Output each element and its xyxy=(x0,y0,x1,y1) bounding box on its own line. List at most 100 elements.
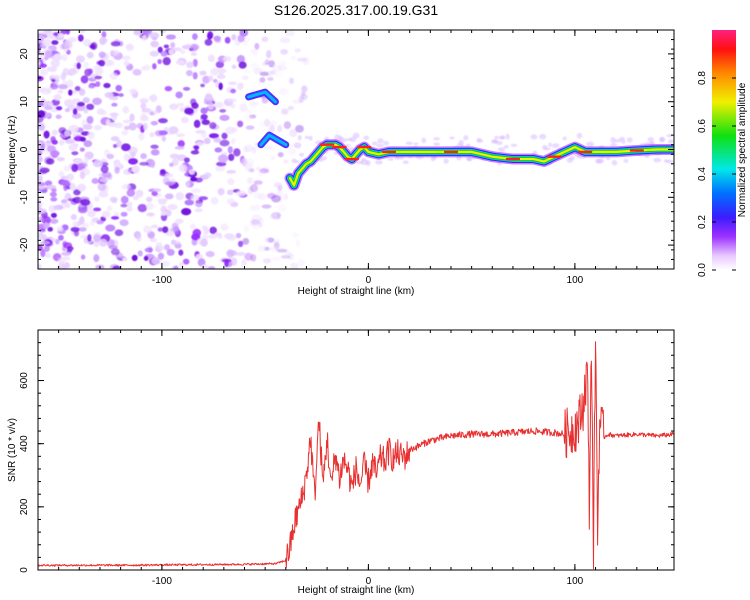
noise-speckle xyxy=(83,108,89,114)
noise-speckle xyxy=(278,204,286,212)
noise-speckle xyxy=(274,72,283,78)
noise-speckle xyxy=(216,161,227,167)
noise-speckle xyxy=(227,250,238,257)
signal-halo-speckle xyxy=(595,158,603,164)
noise-speckle xyxy=(199,70,207,76)
noise-speckle xyxy=(162,57,171,66)
noise-speckle xyxy=(69,182,76,191)
noise-speckle xyxy=(169,103,179,110)
noise-speckle xyxy=(81,223,90,229)
noise-speckle xyxy=(263,258,272,264)
noise-speckle xyxy=(217,188,225,196)
noise-speckle xyxy=(194,145,199,151)
noise-speckle xyxy=(106,153,115,160)
noise-speckle xyxy=(80,198,91,206)
noise-speckle xyxy=(251,48,259,56)
noise-speckle xyxy=(93,196,100,203)
noise-speckle xyxy=(294,48,302,53)
colorbar-tick-label: 0.2 xyxy=(697,215,708,229)
spectrogram-x-tick-label: -100 xyxy=(152,275,172,286)
noise-speckle xyxy=(151,191,158,197)
noise-speckle xyxy=(139,98,149,104)
signal-halo-speckle xyxy=(610,142,618,147)
noise-speckle xyxy=(205,251,215,258)
signal-halo-speckle xyxy=(433,137,441,141)
noise-speckle xyxy=(38,102,44,107)
signal-halo-speckle xyxy=(476,137,482,142)
noise-speckle xyxy=(243,114,253,122)
noise-speckle xyxy=(64,202,71,209)
noise-speckle xyxy=(121,130,129,136)
noise-speckle xyxy=(289,77,294,85)
noise-speckle xyxy=(182,258,190,265)
noise-speckle xyxy=(214,101,224,109)
noise-speckle xyxy=(140,102,147,110)
noise-speckle xyxy=(126,44,133,49)
noise-speckle xyxy=(183,157,190,163)
noise-speckle xyxy=(277,60,287,66)
noise-speckle xyxy=(179,261,185,268)
noise-speckle xyxy=(96,220,104,225)
noise-speckle xyxy=(280,48,289,55)
noise-speckle xyxy=(160,50,168,57)
noise-speckle xyxy=(178,249,184,256)
signal-halo-speckle xyxy=(382,140,390,146)
noise-speckle xyxy=(79,147,85,152)
noise-speckle xyxy=(89,44,96,50)
noise-speckle xyxy=(235,190,247,197)
noise-speckle xyxy=(277,64,288,71)
noise-speckle xyxy=(101,210,111,218)
noise-speckle xyxy=(94,67,104,76)
noise-speckle xyxy=(64,130,71,137)
noise-speckle xyxy=(76,220,82,227)
noise-speckle xyxy=(55,106,63,111)
noise-speckle xyxy=(107,205,113,212)
noise-speckle xyxy=(277,152,284,158)
noise-speckle xyxy=(160,205,168,214)
noise-speckle xyxy=(231,257,238,266)
signal-halo-speckle xyxy=(530,134,538,140)
noise-speckle xyxy=(157,198,168,203)
noise-speckle xyxy=(230,88,237,94)
noise-speckle xyxy=(141,35,147,42)
side-lobe-core xyxy=(247,90,277,104)
noise-speckle xyxy=(186,61,194,69)
noise-speckle xyxy=(38,244,44,251)
noise-speckle xyxy=(94,75,103,80)
noise-speckle xyxy=(169,227,179,232)
noise-speckle xyxy=(190,44,198,52)
noise-speckle xyxy=(287,147,297,155)
noise-speckle xyxy=(150,224,159,229)
noise-speckle xyxy=(237,82,244,91)
signal-halo-speckle xyxy=(297,134,302,141)
noise-speckle xyxy=(179,50,186,54)
noise-speckle xyxy=(47,101,54,106)
noise-speckle xyxy=(157,46,163,54)
noise-speckle xyxy=(165,181,174,186)
noise-speckle xyxy=(197,258,206,267)
noise-speckle xyxy=(118,253,125,259)
noise-speckle xyxy=(63,48,68,53)
noise-speckle xyxy=(207,54,215,63)
noise-speckle xyxy=(143,64,151,71)
signal-halo-speckle xyxy=(349,136,357,143)
noise-speckle xyxy=(93,234,101,243)
signal-halo-speckle xyxy=(433,142,441,146)
noise-speckle xyxy=(174,145,185,150)
noise-speckle xyxy=(173,265,179,269)
noise-speckle xyxy=(143,122,148,131)
noise-speckle xyxy=(226,189,234,196)
noise-speckle xyxy=(129,88,138,95)
noise-speckle xyxy=(45,180,53,187)
noise-speckle xyxy=(209,226,217,235)
colorbar-label: Normalized spectral amplitude xyxy=(737,82,748,217)
signal-halo-speckle xyxy=(539,133,547,140)
noise-speckle xyxy=(295,238,301,247)
noise-speckle xyxy=(140,153,147,160)
noise-speckle xyxy=(195,129,206,134)
noise-speckle xyxy=(123,168,132,176)
noise-speckle xyxy=(93,254,100,263)
signal-halo-speckle xyxy=(568,155,575,161)
snr-x-tick-label: -100 xyxy=(152,576,172,587)
noise-speckle xyxy=(70,214,77,221)
